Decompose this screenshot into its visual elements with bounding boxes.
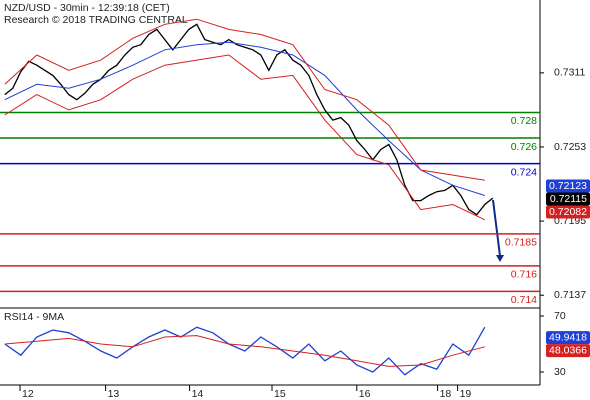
rsi-title: RSI14 - 9MA <box>4 311 64 323</box>
chart-subtitle: Research © 2018 TRADING CENTRAL <box>4 14 188 26</box>
series-line <box>4 335 485 367</box>
price-tag <box>546 344 590 358</box>
x-tick-label: 15 <box>274 388 286 400</box>
price-tag <box>546 179 590 193</box>
x-tick-label: 13 <box>108 388 120 400</box>
price-tag-label: 0.72082 <box>549 206 587 218</box>
level-label: 0.726 <box>511 141 537 153</box>
level-label: 0.714 <box>511 294 537 306</box>
x-tick-label: 19 <box>460 388 472 400</box>
price-tag <box>546 192 590 206</box>
price-tag-label: 0.72123 <box>549 180 587 192</box>
y-tick-label: 0.7253 <box>554 141 586 153</box>
forecast-arrow-head <box>496 255 504 262</box>
level-label: 0.724 <box>511 166 537 178</box>
x-tick-label: 16 <box>359 388 371 400</box>
y-tick-label: 30 <box>554 366 566 378</box>
level-label: 0.728 <box>511 115 537 127</box>
level-label: 0.716 <box>511 269 537 281</box>
price-tag-label: 49.9418 <box>549 331 587 343</box>
price-tag <box>546 205 590 219</box>
series-line <box>4 18 485 181</box>
chart-title: NZD/USD - 30min - 12:39:18 (CET) <box>4 2 170 14</box>
x-tick-label: 12 <box>22 388 34 400</box>
price-tag <box>546 331 590 345</box>
price-tag-label: 48.0366 <box>549 344 587 356</box>
forecast-arrow <box>492 199 501 257</box>
y-tick-label: 0.7137 <box>554 289 586 301</box>
price-tag-label: 0.72115 <box>550 193 587 205</box>
series-line <box>4 54 486 221</box>
series-line <box>4 23 494 216</box>
x-tick-label: 14 <box>192 388 204 400</box>
y-tick-label: 0.7311 <box>554 67 585 79</box>
series-line <box>4 326 486 376</box>
level-label: 0.7185 <box>505 237 537 249</box>
y-tick-label: 70 <box>554 310 566 322</box>
series-line <box>4 41 485 196</box>
x-tick-label: 18 <box>440 388 452 400</box>
